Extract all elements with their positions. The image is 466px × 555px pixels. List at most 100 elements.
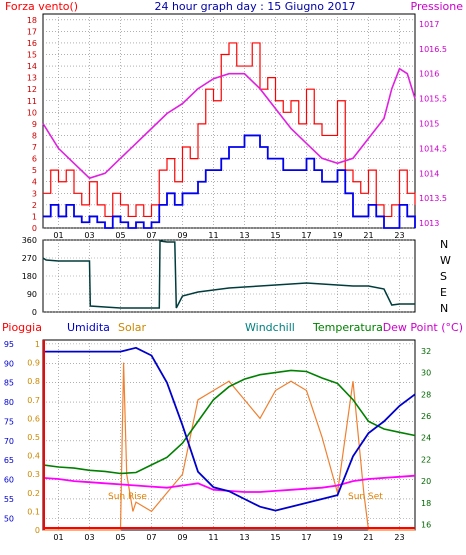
- y-tick-direction: 0: [32, 308, 37, 317]
- y-tick-solar: 0: [35, 526, 40, 535]
- y-tick-wind: 2: [32, 201, 37, 210]
- x-tick-label: 17: [301, 231, 311, 240]
- y-tick-solar: 0.1: [27, 507, 40, 516]
- y-tick-temperature: 30: [421, 369, 431, 378]
- y-tick-humidity: 80: [4, 398, 14, 407]
- y-tick-solar: 0.9: [27, 359, 40, 368]
- y-tick-wind: 18: [27, 16, 37, 25]
- y-tick-temperature: 18: [421, 499, 431, 508]
- y-tick-pressure: 1017: [419, 20, 439, 29]
- y-tick-solar: 0.8: [27, 377, 40, 386]
- legend-temperature: Temperatura: [312, 321, 383, 334]
- y-tick-humidity: 70: [4, 437, 14, 446]
- y-tick-humidity: 55: [4, 495, 14, 504]
- series-wind-speed: [43, 134, 416, 229]
- x-tick-label: 07: [146, 533, 156, 542]
- series-wind-direction: [42, 240, 415, 309]
- y-tick-humidity: 75: [4, 417, 14, 426]
- y-tick-pressure: 1013.5: [419, 194, 447, 203]
- y-tick-temperature: 28: [421, 390, 431, 399]
- y-tick-wind: 16: [27, 39, 37, 48]
- y-tick-direction: 90: [27, 290, 37, 299]
- y-tick-wind: 1: [32, 212, 37, 221]
- y-tick-temperature: 26: [421, 412, 431, 421]
- y-tick-pressure: 1014.5: [419, 144, 447, 153]
- y-tick-wind: 10: [27, 108, 37, 117]
- chart-title: 24 hour graph day : 15 Giugno 2017: [154, 0, 355, 13]
- series-solar: [43, 362, 415, 531]
- series-pressure: [42, 67, 416, 180]
- x-tick-label: 11: [208, 231, 218, 240]
- x-tick-label: 03: [84, 533, 94, 542]
- y-tick-solar: 0.5: [27, 433, 40, 442]
- y-tick-pressure: 1016: [419, 70, 439, 79]
- compass-label: N: [440, 238, 448, 251]
- y-tick-wind: 14: [27, 62, 37, 71]
- panel-climate: [42, 339, 416, 531]
- y-tick-humidity: 90: [4, 359, 14, 368]
- x-tick-label: 11: [208, 533, 218, 542]
- series-layer: [42, 42, 416, 531]
- x-tick-label: 09: [177, 533, 187, 542]
- y-tick-pressure: 1015.5: [419, 95, 447, 104]
- x-tick-label: 13: [239, 231, 249, 240]
- x-tick-label: 03: [84, 231, 94, 240]
- y-tick-pressure: 1015: [419, 119, 439, 128]
- x-tick-label: 07: [146, 231, 156, 240]
- y-tick-wind: 17: [27, 27, 37, 36]
- series-temperature: [42, 369, 416, 475]
- x-tick-label: 23: [394, 231, 404, 240]
- y-tick-direction: 270: [22, 254, 37, 263]
- compass-label: W: [440, 254, 451, 267]
- legend-humidity: Umidita: [67, 321, 110, 334]
- y-tick-temperature: 24: [421, 434, 431, 443]
- x-tick-label: 15: [270, 533, 280, 542]
- y-tick-pressure: 1016.5: [419, 45, 447, 54]
- y-tick-temperature: 22: [421, 455, 431, 464]
- y-tick-wind: 3: [32, 189, 37, 198]
- x-tick-label: 21: [363, 533, 373, 542]
- y-tick-wind: 12: [27, 85, 37, 94]
- y-tick-wind: 8: [32, 131, 37, 140]
- x-tick-label: 21: [363, 231, 373, 240]
- legend-dewpoint: Dew Point (°C): [383, 321, 463, 334]
- y-tick-wind: 4: [32, 178, 37, 187]
- compass-label: N: [440, 302, 448, 315]
- y-tick-solar: 0.7: [27, 396, 40, 405]
- y-tick-temperature: 20: [421, 477, 431, 486]
- x-tick-label: 19: [332, 231, 342, 240]
- annotation-sunset: Sun Set: [348, 492, 383, 502]
- y-tick-wind: 5: [32, 166, 37, 175]
- series-wind-gust: [43, 42, 416, 218]
- y-tick-wind: 15: [27, 50, 37, 59]
- y-tick-solar: 0.4: [27, 452, 40, 461]
- y-tick-pressure: 1014: [419, 169, 439, 178]
- x-tick-label: 19: [332, 533, 342, 542]
- x-tick-label: 17: [301, 533, 311, 542]
- x-tick-label: 23: [394, 533, 404, 542]
- y-tick-solar: 0.3: [27, 470, 40, 479]
- y-tick-direction: 180: [22, 272, 37, 281]
- legend-rain: Pioggia: [2, 321, 42, 334]
- y-tick-direction: 360: [22, 236, 37, 245]
- y-tick-humidity: 50: [4, 514, 14, 523]
- x-tick-label: 15: [270, 231, 280, 240]
- annotation-sunrise: Sun Rise: [108, 492, 147, 502]
- compass-label: S: [440, 270, 447, 283]
- x-tick-label: 09: [177, 231, 187, 240]
- y-tick-solar: 0.2: [27, 489, 40, 498]
- x-tick-label: 05: [115, 533, 125, 542]
- y-tick-humidity: 65: [4, 456, 14, 465]
- x-tick-label: 01: [53, 231, 63, 240]
- y-tick-humidity: 95: [4, 340, 14, 349]
- legend-solar: Solar: [118, 321, 147, 334]
- header-left-label: Forza vento(): [5, 0, 78, 13]
- x-tick-label: 13: [239, 533, 249, 542]
- y-tick-solar: 1: [35, 340, 40, 349]
- compass-label: E: [440, 286, 447, 299]
- x-tick-label: 05: [115, 231, 125, 240]
- y-tick-wind: 6: [32, 155, 37, 164]
